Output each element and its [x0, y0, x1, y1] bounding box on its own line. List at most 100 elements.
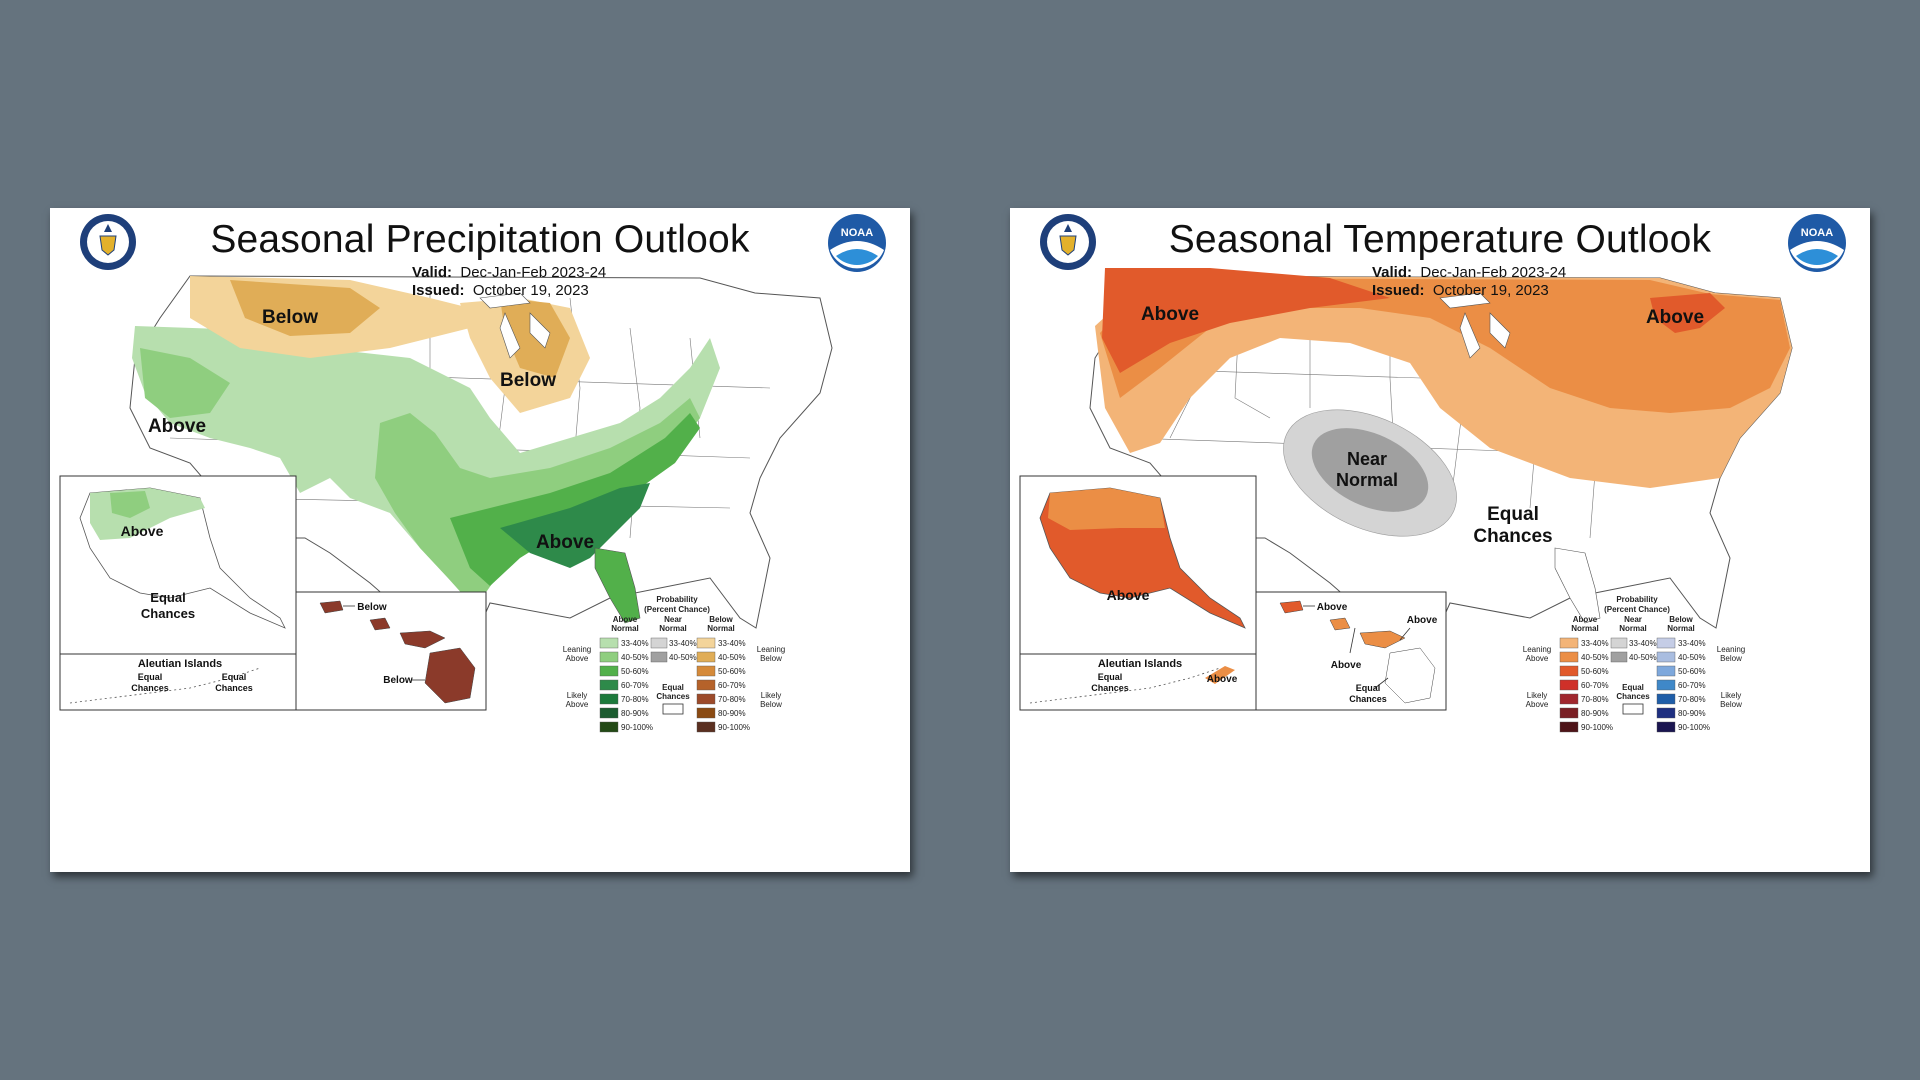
temp-issued-value: October 19, 2023: [1432, 282, 1549, 299]
label-equal-chances-2: Chances: [1473, 526, 1552, 547]
legend-above-swatch: [599, 707, 619, 719]
temp-meta: Valid: Dec-Jan-Feb 2023-24 Issued: Octob…: [1372, 264, 1566, 300]
label-equal-chances-1: Equal: [1487, 504, 1539, 525]
legend-below-swatch: [696, 679, 716, 691]
precipitation-outlook-map: Below Below Above Above Above Equal Chan…: [50, 208, 910, 872]
label-aleutian-equal-1: Equal: [1098, 672, 1123, 682]
legend-leaning-above: Leaning: [563, 645, 591, 654]
legend-above-range: 40-50%: [1581, 653, 1609, 662]
precip-meta: Valid: Dec-Jan-Feb 2023-24 Issued: Octob…: [412, 264, 606, 300]
legend-below-range: 90-100%: [1678, 723, 1710, 732]
precip-above-southeast-60-70: [500, 483, 650, 568]
label-above-southeast: Above: [536, 532, 594, 553]
legend-likely-below: Likely: [761, 691, 781, 700]
legend-below-range: 33-40%: [1678, 639, 1706, 648]
legend-near-range: 40-50%: [1629, 653, 1657, 662]
label-above-northwest: Above: [1141, 304, 1199, 325]
hawaii-oahu: [1329, 617, 1351, 631]
hawaii-big-island: [424, 647, 476, 704]
legend-near-range: 33-40%: [1629, 639, 1657, 648]
legend-leaning-below-2: Below: [760, 654, 782, 663]
label-hawaii-above-1: Above: [1317, 602, 1348, 613]
legend-leaning-above-2: Above: [566, 654, 589, 663]
svg-text:NOAA: NOAA: [1801, 227, 1833, 239]
great-lakes: [1439, 292, 1511, 359]
legend-col-above-2: Normal: [1571, 624, 1599, 633]
legend-col-below-2: Normal: [1667, 624, 1695, 633]
legend-above-swatch: [599, 679, 619, 691]
legend-above-range: 50-60%: [1581, 667, 1609, 676]
aleutian-above-region: [1205, 666, 1235, 684]
legend-below-swatch: [696, 707, 716, 719]
precip-above-40-50-region: [140, 348, 230, 418]
legend-leaning-below: Leaning: [1717, 645, 1745, 654]
label-above-west: Above: [148, 416, 206, 437]
legend-likely-above: Likely: [1527, 691, 1547, 700]
label-aleutian-equal-right-1: Equal: [222, 672, 247, 682]
legend-below-range: 60-70%: [718, 681, 746, 690]
legend-below-range: 50-60%: [718, 667, 746, 676]
temperature-outlook-map: Above Above Near Normal Equal Chances Ab…: [1010, 208, 1870, 872]
precip-valid-value: Dec-Jan-Feb 2023-24: [460, 264, 607, 281]
hawaii-kauai: [1279, 600, 1304, 614]
legend-above-range: 70-80%: [621, 695, 649, 704]
legend-leaning-below: Leaning: [757, 645, 785, 654]
hawaii-big-island: [1384, 647, 1436, 704]
temp-issued-label: Issued:: [1372, 282, 1425, 299]
label-aleutian-above: Above: [1207, 674, 1238, 685]
legend-below-range: 70-80%: [718, 695, 746, 704]
florida-peninsula: [594, 547, 641, 624]
noaa-logo: NOAA: [1788, 214, 1846, 272]
legend-col-below-2: Normal: [707, 624, 735, 633]
hawaii-leader-line-4: [1374, 677, 1389, 689]
legend-col-below: Below: [709, 615, 733, 624]
florida-peninsula: [1554, 547, 1601, 624]
legend-below-range: 80-90%: [1678, 709, 1706, 718]
legend-likely-above-2: Above: [1526, 700, 1549, 709]
temp-title: Seasonal Temperature Outlook: [1168, 218, 1712, 261]
legend-below-range: 40-50%: [1678, 653, 1706, 662]
label-hawaii-above-2: Above: [1407, 615, 1438, 626]
legend-col-near: Near: [664, 615, 682, 624]
hawaii-maui-molokai: [399, 630, 446, 649]
legend-leaning-above-2: Above: [1526, 654, 1549, 663]
label-below-north: Below: [262, 307, 318, 328]
legend-below-swatch: [1656, 707, 1676, 719]
label-aleutian-equal-2: Chances: [1091, 683, 1129, 693]
commerce-seal-logo: [80, 214, 136, 270]
hawaii-leader-line-3: [1349, 627, 1356, 654]
legend-above-range: 60-70%: [1581, 681, 1609, 690]
label-near-normal-1: Near: [1347, 449, 1387, 469]
legend-col-above: Above: [613, 615, 638, 624]
legend-below-swatch: [696, 665, 716, 677]
legend-above-range: 80-90%: [1581, 709, 1609, 718]
legend-below-range: 33-40%: [718, 639, 746, 648]
temp-above-50-60-northwest: [1102, 268, 1390, 373]
aleutian-islands: [1029, 667, 1221, 704]
label-above-northeast: Above: [1646, 307, 1704, 328]
legend-above-range: 33-40%: [621, 639, 649, 648]
commerce-seal-logo: [1040, 214, 1096, 270]
temp-legend: Probability(Percent Chance)AboveNormalNe…: [1523, 595, 1745, 733]
legend-equal: Equal: [1622, 683, 1644, 692]
precip-below-north-40-50: [230, 280, 380, 336]
legend-equal-2: Chances: [1616, 692, 1650, 701]
legend-near-swatch: [650, 651, 668, 663]
legend-likely-above: Likely: [567, 691, 587, 700]
legend-above-range: 40-50%: [621, 653, 649, 662]
legend-above-swatch: [599, 637, 619, 649]
label-hawaii-below-1: Below: [357, 602, 387, 613]
temp-valid-value: Dec-Jan-Feb 2023-24: [1420, 264, 1567, 281]
legend-above-swatch: [1559, 651, 1579, 663]
label-alaska-equal-1: Equal: [150, 590, 185, 605]
hawaii-leader-line-2: [1399, 627, 1411, 641]
precipitation-map-graphic: Below Below Above Above Above Equal Chan…: [59, 275, 833, 733]
label-hawaii-above-3: Above: [1331, 660, 1362, 671]
temp-above-50-60-northeast: [1650, 293, 1725, 333]
label-aleutian-title: Aleutian Islands: [1098, 658, 1182, 670]
label-aleutian-equal-right-2: Chances: [215, 683, 253, 693]
precip-valid-label: Valid:: [412, 264, 453, 281]
label-aleutian-equal-left-2: Chances: [131, 683, 169, 693]
legend-above-swatch: [599, 651, 619, 663]
precip-issued-label: Issued:: [412, 282, 465, 299]
